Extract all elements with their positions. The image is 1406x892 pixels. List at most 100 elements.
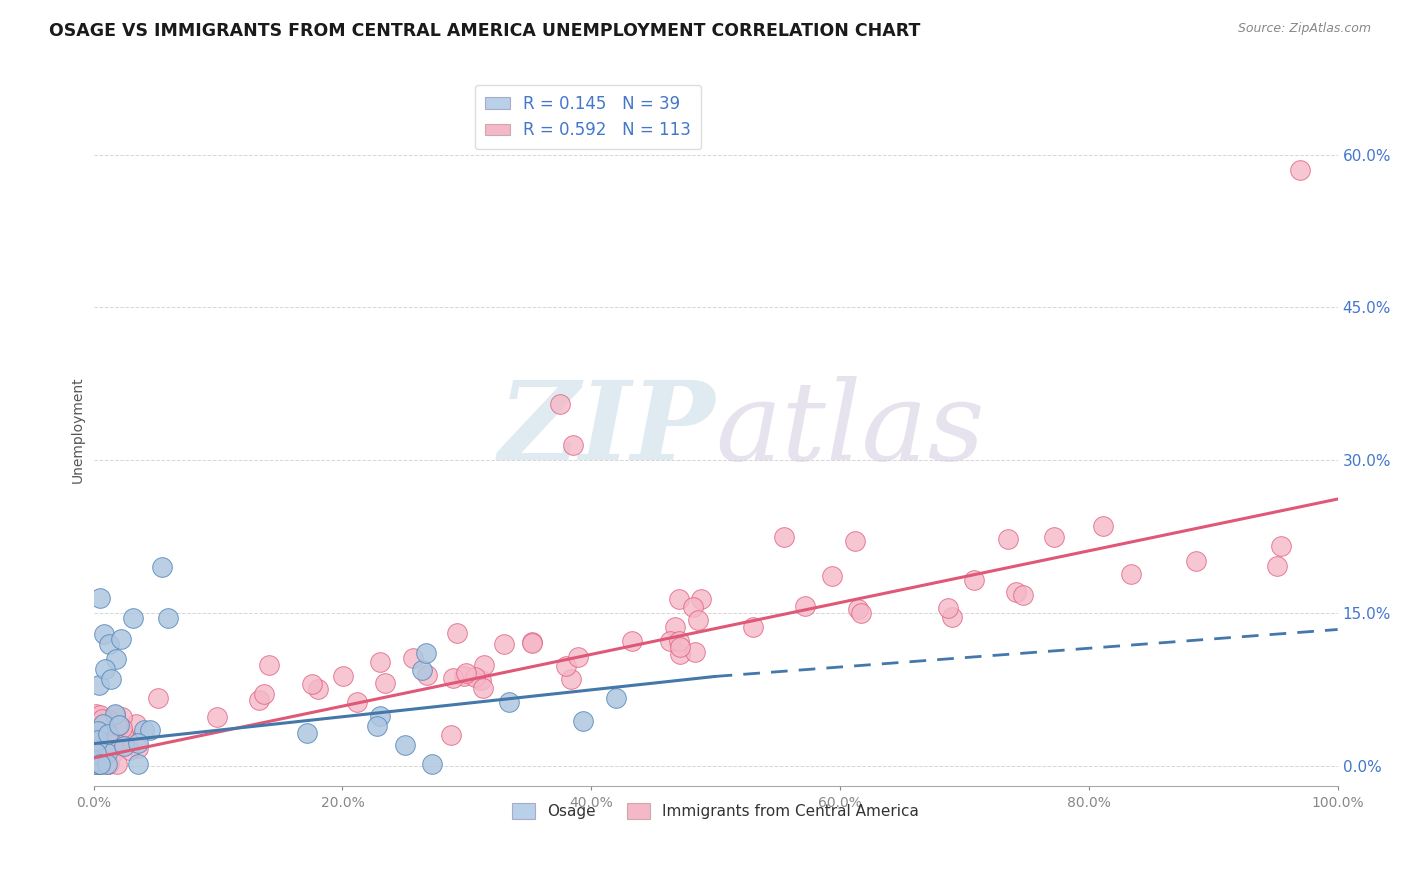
Point — [84, 716, 107, 731]
Point — [554, 659, 576, 673]
Point — [83, 754, 105, 768]
Point — [741, 620, 763, 634]
Point — [1289, 162, 1312, 177]
Point — [105, 757, 128, 772]
Point — [572, 714, 595, 728]
Point — [89, 678, 111, 692]
Point — [848, 602, 870, 616]
Point — [94, 757, 117, 772]
Point — [83, 730, 105, 744]
Point — [89, 757, 111, 772]
Point — [94, 721, 117, 735]
Point — [441, 671, 464, 685]
Point — [548, 397, 571, 411]
Point — [90, 753, 112, 767]
Text: ZIP: ZIP — [499, 376, 716, 483]
Point — [84, 747, 107, 761]
Point — [560, 672, 582, 686]
Point — [621, 634, 644, 648]
Point — [103, 737, 125, 751]
Point — [205, 710, 228, 724]
Point — [440, 728, 463, 742]
Point — [402, 650, 425, 665]
Point — [366, 719, 388, 733]
Point — [689, 592, 711, 607]
Point — [89, 708, 111, 723]
Point — [96, 746, 118, 760]
Point — [127, 757, 149, 772]
Point — [93, 745, 115, 759]
Point — [122, 611, 145, 625]
Point — [86, 750, 108, 764]
Point — [86, 733, 108, 747]
Point — [686, 613, 709, 627]
Point — [108, 719, 131, 733]
Point — [682, 600, 704, 615]
Point — [844, 534, 866, 549]
Point — [295, 726, 318, 740]
Point — [89, 721, 111, 735]
Point — [127, 741, 149, 756]
Point — [104, 652, 127, 666]
Point — [941, 609, 963, 624]
Point — [110, 632, 132, 646]
Point — [1185, 554, 1208, 568]
Point — [394, 738, 416, 752]
Point — [90, 738, 112, 752]
Point — [138, 723, 160, 737]
Point — [346, 695, 368, 709]
Point — [96, 721, 118, 735]
Point — [87, 723, 110, 738]
Point — [111, 709, 134, 723]
Point — [332, 669, 354, 683]
Point — [89, 591, 111, 605]
Point — [97, 712, 120, 726]
Point — [104, 707, 127, 722]
Point — [567, 650, 589, 665]
Point — [1265, 558, 1288, 573]
Point — [1092, 518, 1115, 533]
Point — [112, 739, 135, 754]
Text: atlas: atlas — [716, 376, 986, 483]
Point — [104, 706, 127, 721]
Point — [415, 646, 437, 660]
Point — [97, 757, 120, 772]
Point — [605, 690, 627, 705]
Point — [1043, 530, 1066, 544]
Point — [368, 655, 391, 669]
Point — [89, 757, 111, 772]
Point — [105, 719, 128, 733]
Point — [84, 715, 107, 730]
Point — [132, 723, 155, 737]
Point — [938, 601, 960, 615]
Point — [83, 715, 105, 730]
Point — [118, 743, 141, 757]
Point — [146, 691, 169, 706]
Point — [89, 756, 111, 771]
Point — [520, 635, 543, 649]
Point — [125, 716, 148, 731]
Point — [664, 620, 686, 634]
Point — [83, 746, 105, 760]
Point — [89, 757, 111, 772]
Point — [1121, 566, 1143, 581]
Point — [89, 743, 111, 757]
Point — [83, 727, 105, 741]
Y-axis label: Unemployment: Unemployment — [72, 376, 86, 483]
Point — [101, 717, 124, 731]
Point — [84, 728, 107, 742]
Point — [91, 719, 114, 733]
Point — [446, 625, 468, 640]
Point — [411, 663, 433, 677]
Point — [997, 533, 1019, 547]
Point — [83, 747, 105, 762]
Point — [793, 599, 815, 614]
Point — [494, 637, 516, 651]
Point — [658, 634, 681, 648]
Point — [101, 724, 124, 739]
Point — [374, 676, 396, 690]
Point — [83, 757, 105, 772]
Point — [111, 726, 134, 740]
Point — [105, 737, 128, 751]
Point — [669, 647, 692, 661]
